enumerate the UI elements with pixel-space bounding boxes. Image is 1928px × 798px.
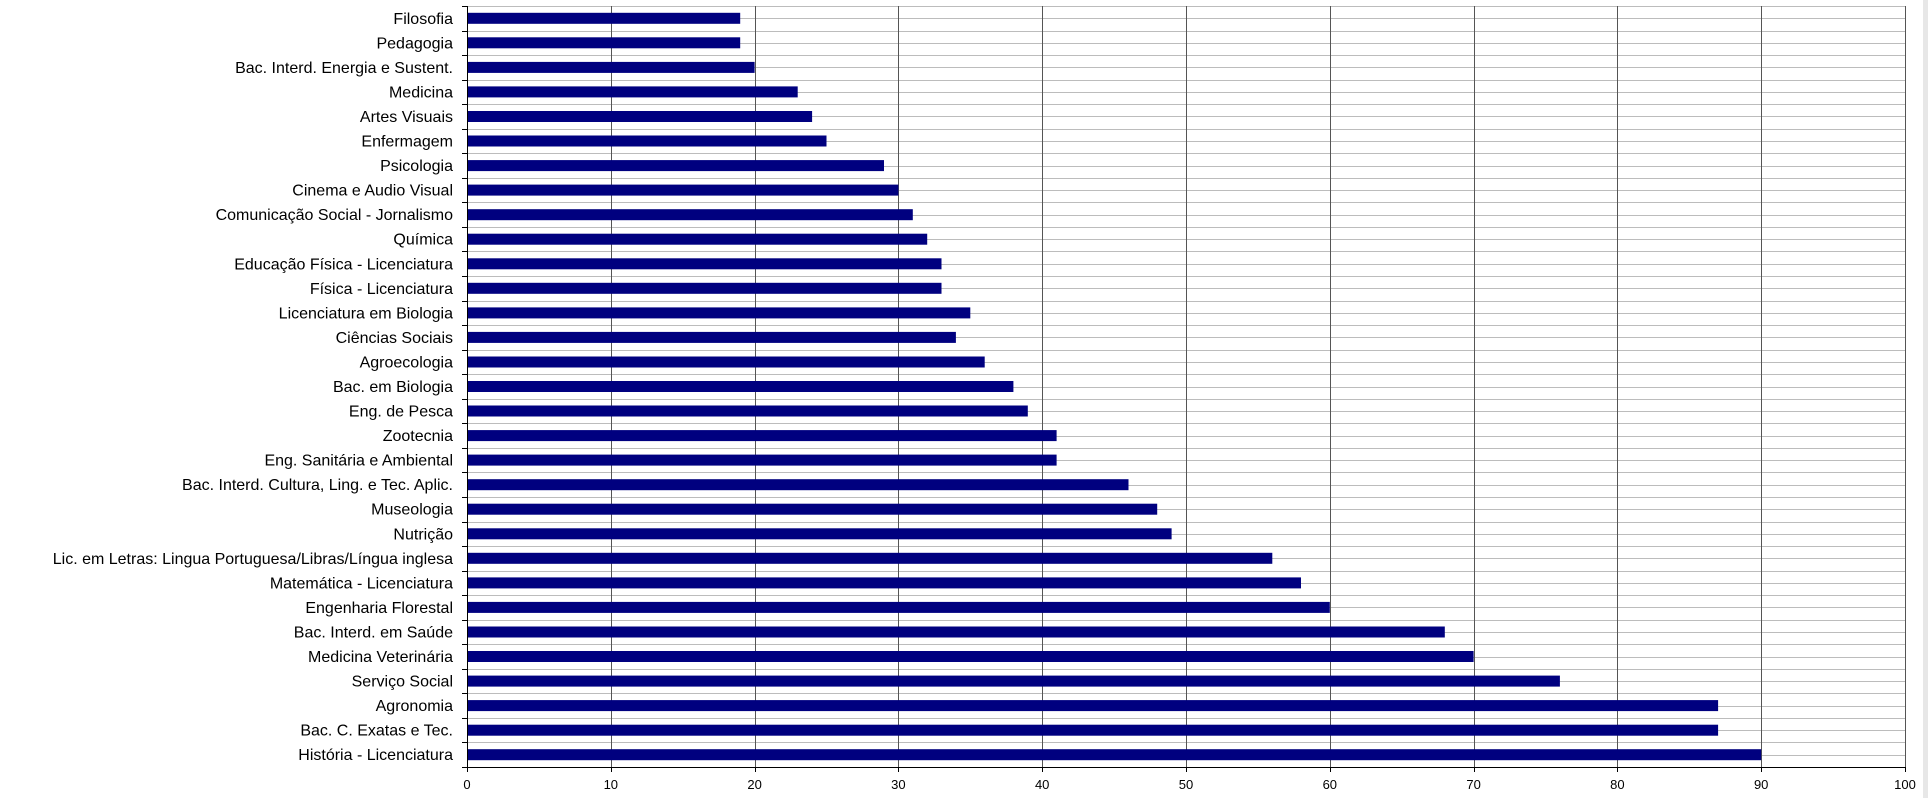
bar xyxy=(467,675,1560,687)
bar xyxy=(467,749,1762,761)
category-label: Comunicação Social - Jornalismo xyxy=(216,207,454,224)
category-label: Eng. Sanitária e Ambiental xyxy=(264,453,453,470)
x-tick-label: 70 xyxy=(1466,777,1480,792)
bar xyxy=(467,356,985,368)
bars xyxy=(467,12,1762,761)
right-edge-border xyxy=(1923,0,1928,798)
major-grid xyxy=(611,6,1906,767)
x-tick-label: 60 xyxy=(1323,777,1337,792)
x-tick-label: 90 xyxy=(1754,777,1768,792)
axes xyxy=(462,6,1906,772)
bar xyxy=(467,233,928,245)
bar xyxy=(467,479,1129,491)
category-label: Nutrição xyxy=(393,526,453,543)
category-label: Serviço Social xyxy=(352,674,453,691)
category-label: Eng. de Pesca xyxy=(349,404,453,421)
category-label: Bac. Interd. Energia e Sustent. xyxy=(235,60,453,77)
category-label: Engenharia Florestal xyxy=(305,600,453,617)
bar xyxy=(467,601,1330,613)
bar xyxy=(467,724,1719,736)
category-label: Medicina Veterinária xyxy=(308,649,453,666)
bar xyxy=(467,552,1273,564)
category-label: Cinema e Audio Visual xyxy=(292,183,453,200)
category-label: Matemática - Licenciatura xyxy=(270,575,453,592)
bar xyxy=(467,528,1172,540)
x-tick-label: 0 xyxy=(463,777,470,792)
x-tick-label: 40 xyxy=(1035,777,1049,792)
bar xyxy=(467,282,942,294)
bar xyxy=(467,626,1445,638)
category-label: Enfermagem xyxy=(361,134,453,151)
bar xyxy=(467,651,1474,662)
x-tick-label: 50 xyxy=(1179,777,1193,792)
category-label: Física - Licenciatura xyxy=(310,281,453,298)
x-tick-labels: 0 10 20 30 40 50 60 70 80 90 100 xyxy=(463,777,1915,792)
category-label: Ciências Sociais xyxy=(336,330,453,347)
category-label: Bac. Interd. em Saúde xyxy=(294,625,453,642)
x-tick-label: 20 xyxy=(747,777,761,792)
bar xyxy=(467,258,942,270)
bar xyxy=(467,577,1301,589)
category-labels: Filosofia Pedagogia Bac. Interd. Energia e… xyxy=(53,11,453,764)
category-label: Agroecologia xyxy=(360,355,454,372)
bar xyxy=(467,111,813,122)
bar xyxy=(467,331,956,343)
category-label: Bac. Interd. Cultura, Ling. e Tec. Aplic… xyxy=(182,477,453,494)
bar xyxy=(467,430,1057,442)
bar xyxy=(467,135,827,147)
category-label: Psicologia xyxy=(380,158,453,175)
bar xyxy=(467,307,971,319)
bar xyxy=(467,37,741,49)
x-tick-label: 10 xyxy=(604,777,618,792)
category-label: Química xyxy=(393,232,453,249)
bar xyxy=(467,184,899,196)
category-label: Artes Visuais xyxy=(360,109,453,126)
bar xyxy=(467,160,884,172)
bar xyxy=(467,12,741,24)
x-tick-label: 80 xyxy=(1610,777,1624,792)
bar xyxy=(467,61,755,73)
bar xyxy=(467,503,1158,515)
category-label: Licenciatura em Biologia xyxy=(279,305,453,322)
x-tick-label: 30 xyxy=(891,777,905,792)
bar xyxy=(467,381,1014,392)
bar xyxy=(467,86,798,98)
category-label: Medicina xyxy=(389,84,453,101)
bar xyxy=(467,405,1028,417)
category-label: Lic. em Letras: Lingua Portuguesa/Libras… xyxy=(53,551,453,568)
category-label: Educação Física - Licenciatura xyxy=(234,256,453,273)
category-label: Bac. C. Exatas e Tec. xyxy=(300,723,453,740)
category-label: História - Licenciatura xyxy=(298,747,453,764)
bar xyxy=(467,700,1719,712)
x-tick-label: 100 xyxy=(1894,777,1916,792)
category-label: Filosofia xyxy=(393,11,453,28)
category-label: Zootecnia xyxy=(383,428,453,445)
category-label: Pedagogia xyxy=(376,35,453,52)
bar xyxy=(467,209,913,221)
category-label: Museologia xyxy=(371,502,453,519)
category-label: Agronomia xyxy=(376,698,453,715)
bar xyxy=(467,454,1057,466)
category-label: Bac. em Biologia xyxy=(333,379,453,396)
